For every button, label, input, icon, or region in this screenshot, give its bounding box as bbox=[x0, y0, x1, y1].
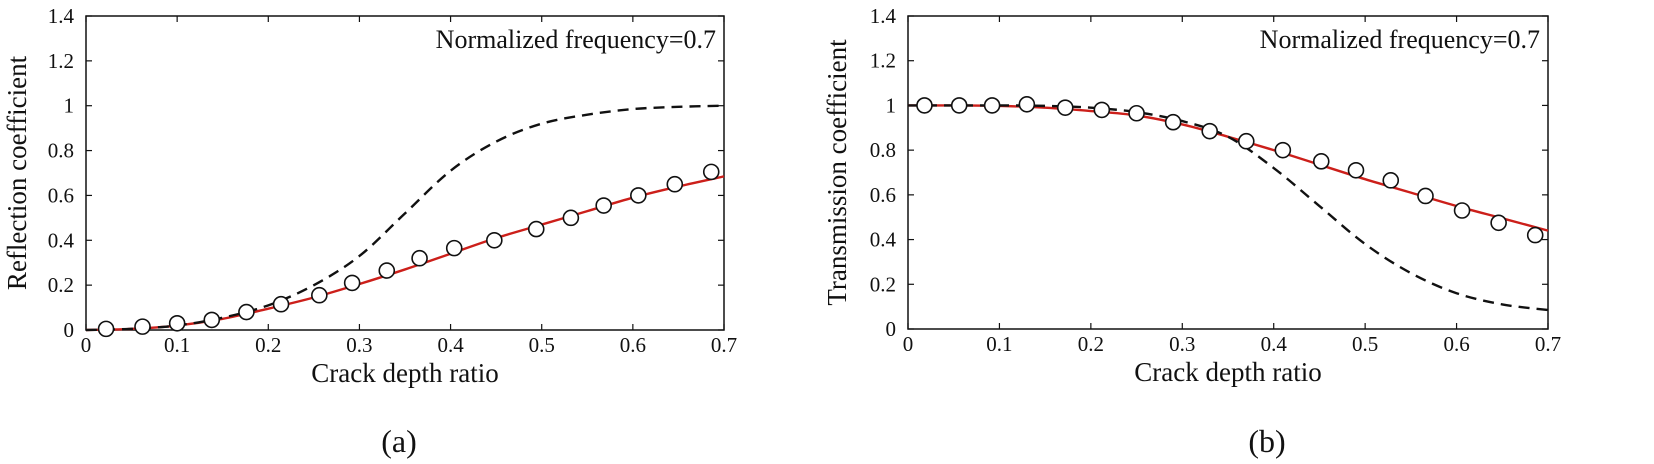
y-tick-label: 0.8 bbox=[48, 139, 74, 163]
data-point-marker bbox=[1201, 122, 1219, 140]
data-point-marker bbox=[411, 249, 428, 267]
data-point-marker bbox=[445, 239, 463, 257]
data-point-marker bbox=[983, 97, 1001, 114]
x-tick-label: 0.4 bbox=[437, 333, 464, 357]
plot-frame bbox=[907, 15, 1549, 330]
data-point-marker bbox=[97, 320, 115, 338]
y-tick-label: 0 bbox=[64, 318, 75, 342]
y-tick-label: 1.4 bbox=[48, 4, 75, 28]
dashed-black-curve bbox=[85, 104, 725, 332]
reflection-chart: 0 0.1 0.2 0.3 0.4 0.5 0.6 0.7 0 0.2 0.4 0.6 0.8 1 1.2 1… bbox=[2, 4, 737, 459]
data-point-marker bbox=[1128, 104, 1145, 122]
data-point-marker bbox=[1056, 99, 1074, 116]
data-point-marker bbox=[486, 231, 503, 249]
data-point-marker bbox=[1453, 202, 1471, 219]
x-tick-label: 0.5 bbox=[1352, 332, 1378, 356]
y-tick-label: 1.2 bbox=[48, 49, 74, 73]
data-point-marker bbox=[527, 220, 545, 238]
data-point-marker bbox=[272, 295, 290, 313]
frequency-annotation: Normalized frequency=0.7 bbox=[436, 25, 716, 54]
data-point-marker bbox=[203, 311, 221, 329]
solid-red-curve bbox=[907, 104, 1549, 232]
data-point-marker bbox=[1237, 132, 1255, 150]
x-tick-label: 0.6 bbox=[1443, 332, 1469, 356]
x-axis-title: Crack depth ratio bbox=[1134, 357, 1321, 387]
data-point-marker bbox=[1526, 226, 1544, 244]
x-tick-label: 0.1 bbox=[986, 332, 1012, 356]
x-tick-label: 0 bbox=[903, 332, 914, 356]
plot-frame bbox=[85, 15, 725, 331]
y-tick-label: 1 bbox=[64, 94, 75, 118]
y-tick-label: 0.6 bbox=[870, 183, 896, 207]
data-point-marker bbox=[1093, 101, 1111, 119]
data-point-marker bbox=[1164, 113, 1182, 131]
panel-label: (a) bbox=[381, 423, 417, 459]
data-point-marker bbox=[378, 262, 396, 279]
transmission-chart: 0 0.1 0.2 0.3 0.4 0.5 0.6 0.7 0 0.2 0.4 0.6 0.8 1 1.2 1… bbox=[822, 4, 1561, 459]
y-tick-label: 0.2 bbox=[870, 272, 896, 296]
x-tick-label: 0.2 bbox=[1078, 332, 1104, 356]
data-point-marker bbox=[630, 187, 647, 204]
y-axis-title: Reflection coefficient bbox=[2, 55, 32, 290]
solid-red-curve bbox=[85, 175, 725, 332]
x-tick-label: 0.4 bbox=[1261, 332, 1288, 356]
data-point-marker bbox=[134, 318, 151, 335]
y-tick-label: 1.2 bbox=[870, 49, 896, 73]
data-point-marker bbox=[343, 274, 361, 292]
data-point-marker bbox=[1347, 161, 1365, 179]
x-tick-label: 0.3 bbox=[1169, 332, 1195, 356]
data-point-marker bbox=[702, 163, 720, 181]
x-tick-label: 0.7 bbox=[711, 333, 737, 357]
panel-label: (b) bbox=[1248, 423, 1285, 459]
x-axis-title: Crack depth ratio bbox=[311, 358, 498, 388]
frequency-annotation: Normalized frequency=0.7 bbox=[1260, 25, 1540, 54]
data-point-marker bbox=[1490, 214, 1507, 232]
data-point-marker bbox=[950, 97, 968, 114]
data-point-marker bbox=[168, 314, 186, 332]
x-tick-label: 0.2 bbox=[255, 333, 281, 357]
y-tick-label: 1.4 bbox=[870, 4, 897, 28]
data-point-marker bbox=[1312, 153, 1330, 170]
data-point-marker bbox=[562, 209, 580, 227]
y-tick-label: 0.4 bbox=[870, 228, 897, 252]
y-tick-label: 0.2 bbox=[48, 273, 74, 297]
x-tick-label: 0.7 bbox=[1535, 332, 1561, 356]
data-point-marker bbox=[595, 197, 612, 214]
x-tick-label: 0.5 bbox=[529, 333, 555, 357]
y-tick-label: 0.8 bbox=[870, 138, 896, 162]
y-axis-title: Transmission coefficient bbox=[822, 39, 852, 306]
data-point-marker bbox=[1417, 187, 1434, 205]
data-point-marker bbox=[1274, 141, 1292, 159]
x-tick-label: 0.6 bbox=[620, 333, 646, 357]
data-point-marker bbox=[1018, 96, 1036, 113]
data-point-marker bbox=[238, 303, 255, 321]
y-tick-label: 0.4 bbox=[48, 228, 75, 252]
data-point-marker bbox=[311, 286, 328, 304]
y-tick-label: 1 bbox=[886, 93, 897, 117]
data-point-marker bbox=[916, 97, 933, 114]
y-tick-label: 0 bbox=[886, 317, 897, 341]
data-point-marker bbox=[666, 175, 684, 193]
x-tick-label: 0 bbox=[81, 333, 92, 357]
x-tick-label: 0.1 bbox=[164, 333, 190, 357]
y-tick-label: 0.6 bbox=[48, 183, 74, 207]
x-tick-label: 0.3 bbox=[346, 333, 372, 357]
data-point-marker bbox=[1382, 172, 1400, 189]
